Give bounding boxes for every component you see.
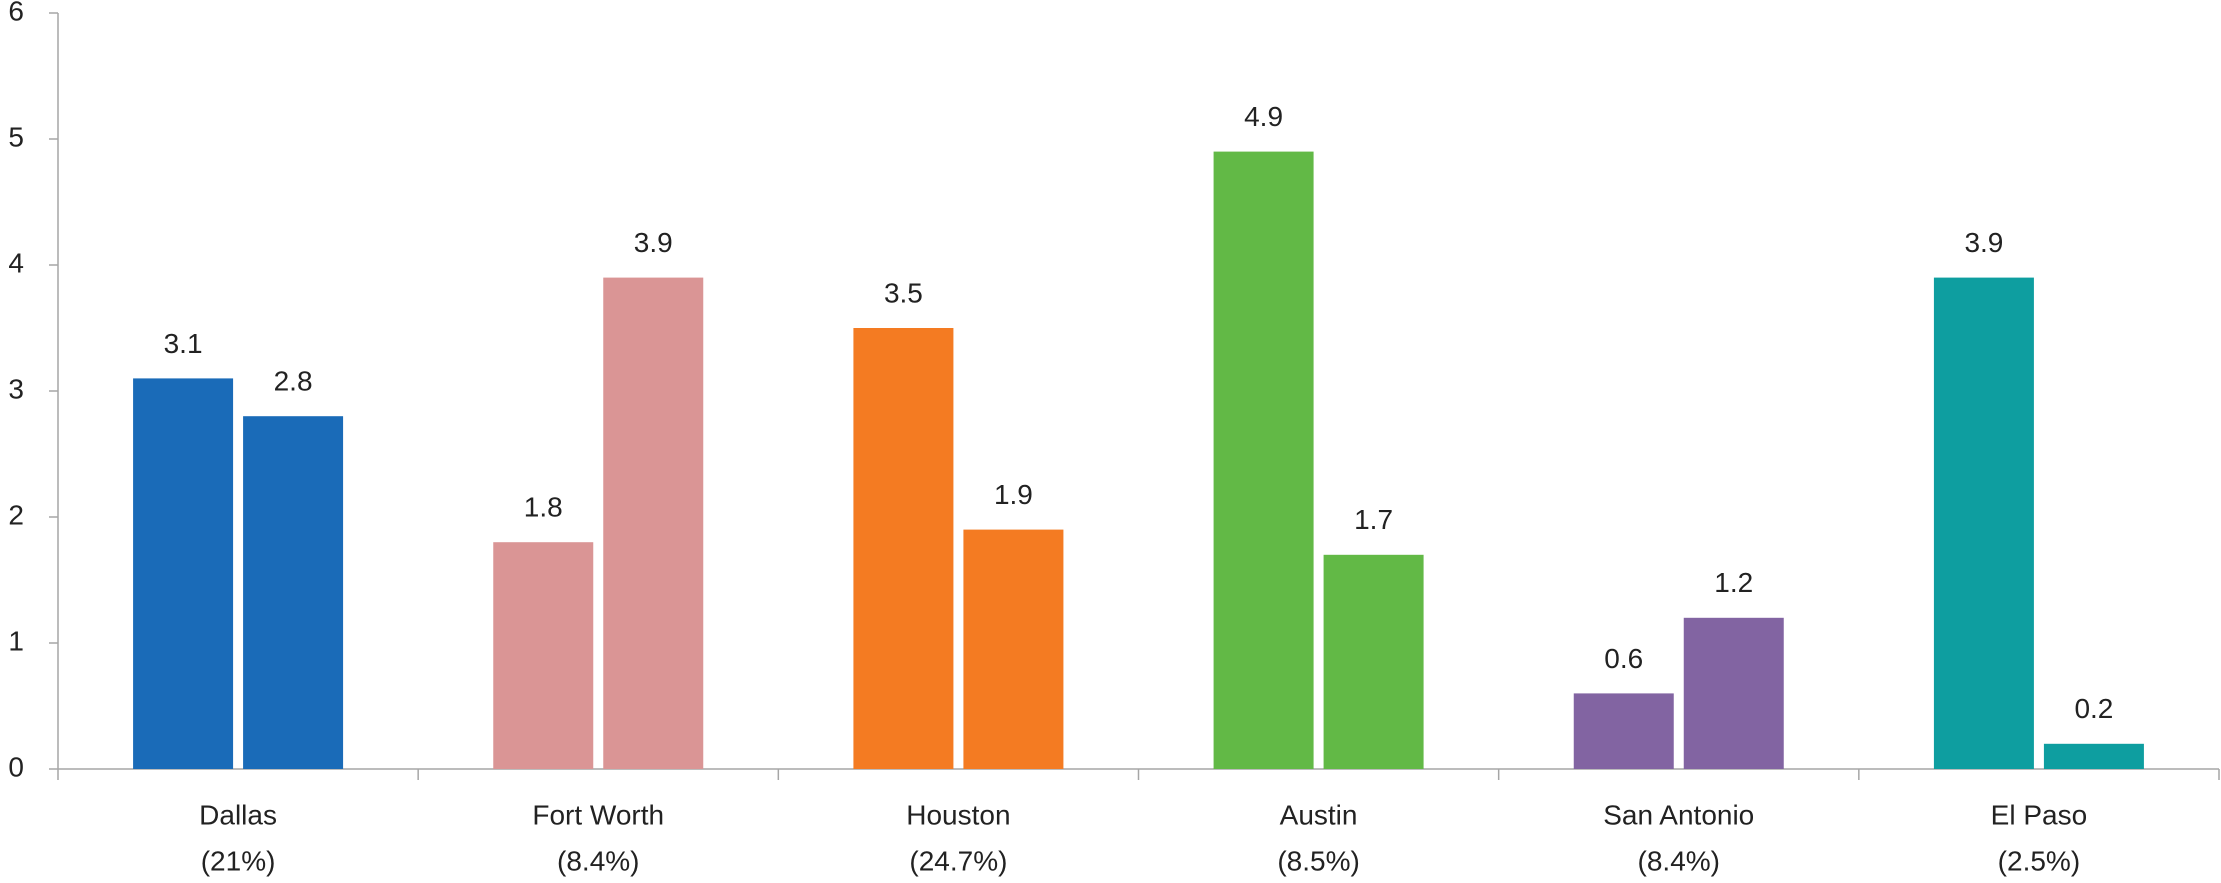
bar (1323, 554, 1424, 769)
y-tick-label: 2 (8, 499, 24, 530)
bar (853, 328, 954, 769)
bar (493, 542, 594, 769)
bar (1683, 617, 1784, 769)
bar (1213, 151, 1314, 770)
y-tick-label: 1 (8, 625, 24, 656)
data-label: 3.9 (1964, 227, 2003, 258)
x-tick-label: (8.5%) (1277, 845, 1359, 876)
bar (243, 416, 344, 769)
x-tick-label: (24.7%) (909, 845, 1007, 876)
bar (133, 378, 234, 769)
data-label: 0.6 (1604, 643, 1643, 674)
data-label: 3.5 (884, 277, 923, 308)
x-tick-label: (8.4%) (1638, 845, 1720, 876)
data-label: 1.2 (1714, 567, 1753, 598)
bar (1573, 693, 1674, 769)
y-tick-label: 4 (8, 247, 24, 278)
x-tick-label: (2.5%) (1998, 845, 2080, 876)
x-tick-label: Fort Worth (532, 799, 664, 830)
y-tick-label: 3 (8, 373, 24, 404)
x-tick-label: El Paso (1991, 799, 2088, 830)
x-tick-label: San Antonio (1603, 799, 1754, 830)
x-tick-label: Houston (906, 799, 1010, 830)
bar (2043, 743, 2144, 769)
y-tick-label: 6 (8, 0, 24, 26)
x-tick-label: (21%) (201, 845, 276, 876)
data-label: 2.8 (274, 366, 313, 397)
data-label: 1.9 (994, 479, 1033, 510)
y-tick-label: 5 (8, 121, 24, 152)
data-label: 1.8 (524, 492, 563, 523)
data-label: 3.1 (164, 328, 203, 359)
y-tick-label: 0 (8, 751, 24, 782)
data-label: 4.9 (1244, 101, 1283, 132)
x-tick-label: Austin (1280, 799, 1358, 830)
bar (1933, 277, 2034, 769)
data-label: 0.2 (2074, 693, 2113, 724)
data-label: 1.7 (1354, 504, 1393, 535)
data-label: 3.9 (634, 227, 673, 258)
bar (963, 529, 1064, 769)
x-tick-label: Dallas (199, 799, 277, 830)
bar (603, 277, 704, 769)
x-tick-label: (8.4%) (557, 845, 639, 876)
